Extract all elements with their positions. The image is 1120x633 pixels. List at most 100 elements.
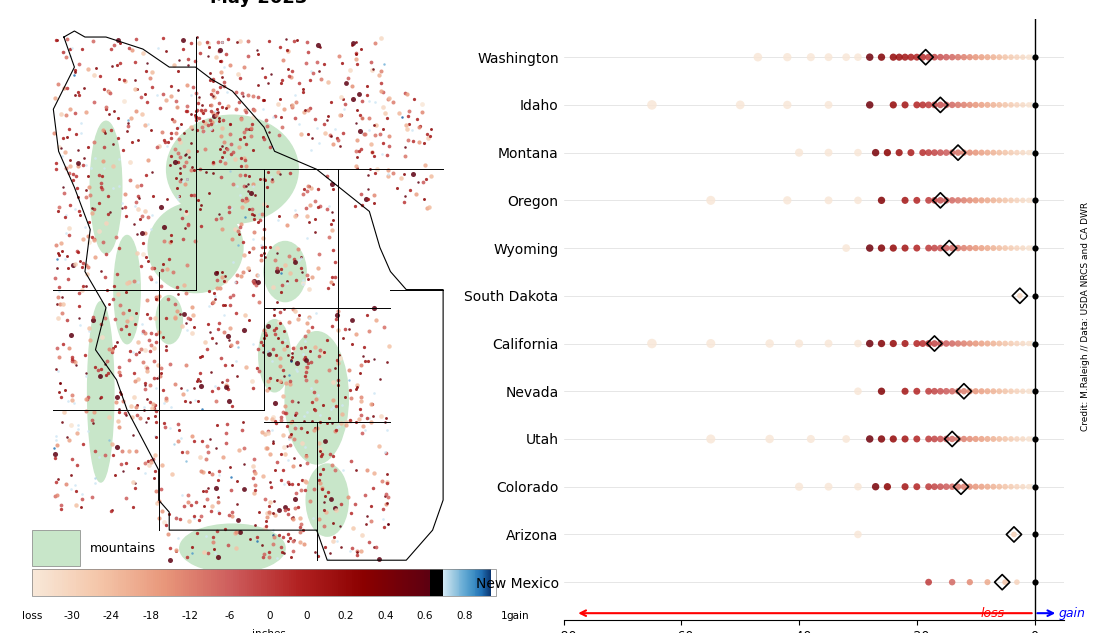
Point <box>332 141 349 151</box>
Point <box>360 170 377 180</box>
Point <box>984 52 1002 62</box>
Point <box>215 327 233 337</box>
Point <box>255 96 273 106</box>
Point <box>396 88 414 98</box>
Point <box>282 429 300 439</box>
Point <box>95 142 113 152</box>
Point <box>130 348 148 358</box>
Point <box>62 330 80 341</box>
Point <box>52 377 69 387</box>
Point <box>920 52 937 62</box>
Point <box>143 191 161 201</box>
Point <box>282 513 300 523</box>
Bar <box>282 569 284 596</box>
Point <box>372 32 390 42</box>
Point <box>279 509 297 519</box>
Bar <box>316 569 318 596</box>
Point <box>211 98 228 108</box>
Point <box>1014 386 1032 396</box>
Point <box>118 458 136 468</box>
Point <box>283 342 301 353</box>
Point <box>166 311 184 322</box>
Point <box>328 135 346 146</box>
Point <box>320 130 338 141</box>
Bar <box>90 569 92 596</box>
Point <box>192 221 209 231</box>
Point <box>340 375 358 385</box>
Point <box>281 439 299 449</box>
Point <box>141 73 159 84</box>
Point <box>93 184 111 194</box>
Point <box>352 410 370 420</box>
Point <box>45 443 63 453</box>
Point <box>192 204 209 214</box>
Point <box>996 243 1014 253</box>
Point <box>172 119 190 129</box>
Point <box>269 99 287 110</box>
Point <box>984 100 1002 110</box>
Point <box>104 139 122 149</box>
Bar <box>426 569 428 596</box>
Point <box>269 166 287 177</box>
Point <box>242 125 260 135</box>
Point <box>949 52 967 62</box>
Point <box>151 484 169 494</box>
Point <box>1023 386 1040 396</box>
Ellipse shape <box>156 296 183 344</box>
Bar <box>392 569 394 596</box>
Point <box>308 123 326 134</box>
Point <box>129 410 147 420</box>
Point <box>365 190 383 200</box>
Point <box>227 543 245 553</box>
Point <box>370 555 388 565</box>
Point <box>196 118 214 128</box>
Point <box>167 546 185 556</box>
Point <box>288 35 306 45</box>
Point <box>250 92 268 102</box>
Point <box>224 257 242 267</box>
Point <box>56 212 74 222</box>
Point <box>77 192 95 202</box>
Point <box>286 205 304 215</box>
Point <box>955 482 973 492</box>
Point <box>347 329 365 339</box>
Point <box>955 147 973 158</box>
Point <box>325 377 343 387</box>
Point <box>227 104 245 114</box>
Point <box>302 66 320 76</box>
Point <box>289 503 307 513</box>
Bar <box>60 569 62 596</box>
Point <box>979 339 997 349</box>
Bar <box>308 569 310 596</box>
Point <box>256 517 274 527</box>
Point <box>58 432 76 442</box>
Point <box>908 52 926 62</box>
Bar <box>272 569 274 596</box>
Bar <box>279 569 281 596</box>
Point <box>272 377 290 387</box>
Point <box>157 422 175 432</box>
Point <box>961 386 979 396</box>
Point <box>217 382 235 392</box>
Point <box>95 84 113 94</box>
Point <box>932 52 950 62</box>
Point <box>255 549 273 560</box>
Point <box>300 181 318 191</box>
Point <box>124 275 142 285</box>
Point <box>183 138 200 148</box>
Point <box>119 278 137 288</box>
Point <box>271 130 289 140</box>
Point <box>398 124 416 134</box>
Point <box>273 280 291 291</box>
Point <box>990 386 1008 396</box>
Ellipse shape <box>179 524 286 572</box>
Point <box>95 450 113 460</box>
Point <box>377 413 395 423</box>
Point <box>167 157 185 167</box>
Point <box>137 362 155 372</box>
Point <box>232 114 250 124</box>
Point <box>379 477 396 487</box>
Point <box>861 100 879 110</box>
Point <box>241 204 259 214</box>
Point <box>53 417 71 427</box>
